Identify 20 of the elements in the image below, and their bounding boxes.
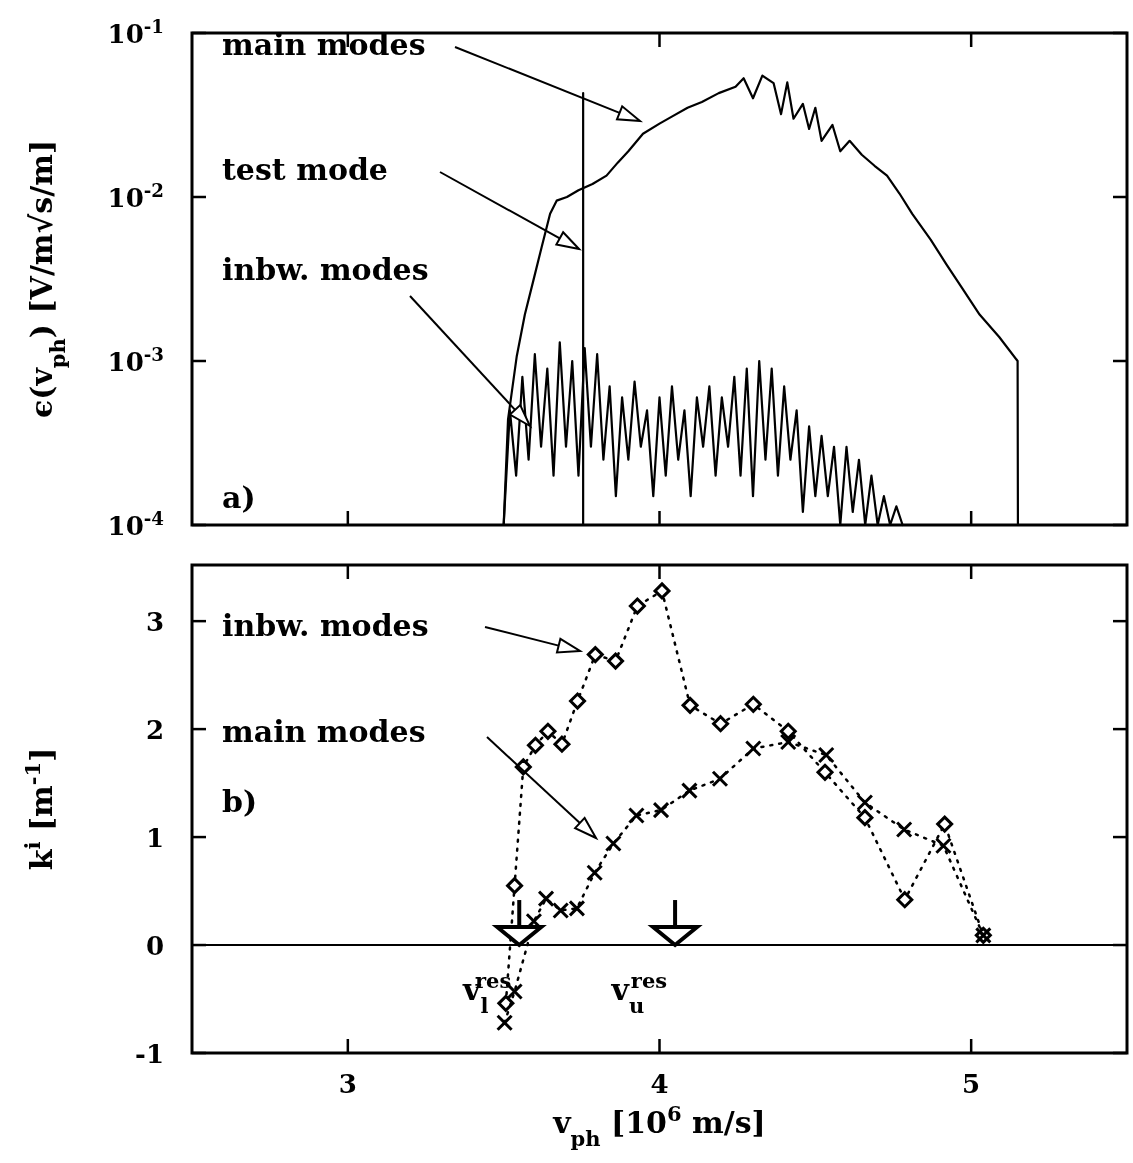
- y-tick-label: 0: [145, 931, 164, 962]
- annotation: inbw. modes: [222, 252, 429, 287]
- x-tick-label: 4: [650, 1069, 669, 1099]
- x-axis-title: v$_{ph}$ [10$^{6}$ m/s]: [552, 1100, 766, 1151]
- annotation: main modes: [222, 714, 426, 749]
- y-tick-label: 2: [145, 715, 164, 746]
- y-tick-label: 10$^{-4}$: [107, 507, 164, 541]
- annotation: a): [222, 480, 256, 515]
- y-tick-label: -1: [135, 1039, 164, 1069]
- annotation: b): [222, 784, 258, 819]
- y-tick-label: 10$^{-1}$: [107, 15, 164, 49]
- annotation: inbw. modes: [222, 608, 429, 643]
- y-tick-label: 3: [145, 607, 164, 638]
- y-tick-label: 1: [145, 823, 164, 854]
- y-tick-label: 10$^{-2}$: [107, 179, 164, 213]
- y-tick-label: 10$^{-3}$: [107, 343, 164, 377]
- annotation: test mode: [222, 152, 388, 187]
- annotation: main modes: [222, 27, 426, 62]
- x-tick-label: 5: [962, 1069, 981, 1099]
- x-tick-label: 3: [338, 1069, 357, 1099]
